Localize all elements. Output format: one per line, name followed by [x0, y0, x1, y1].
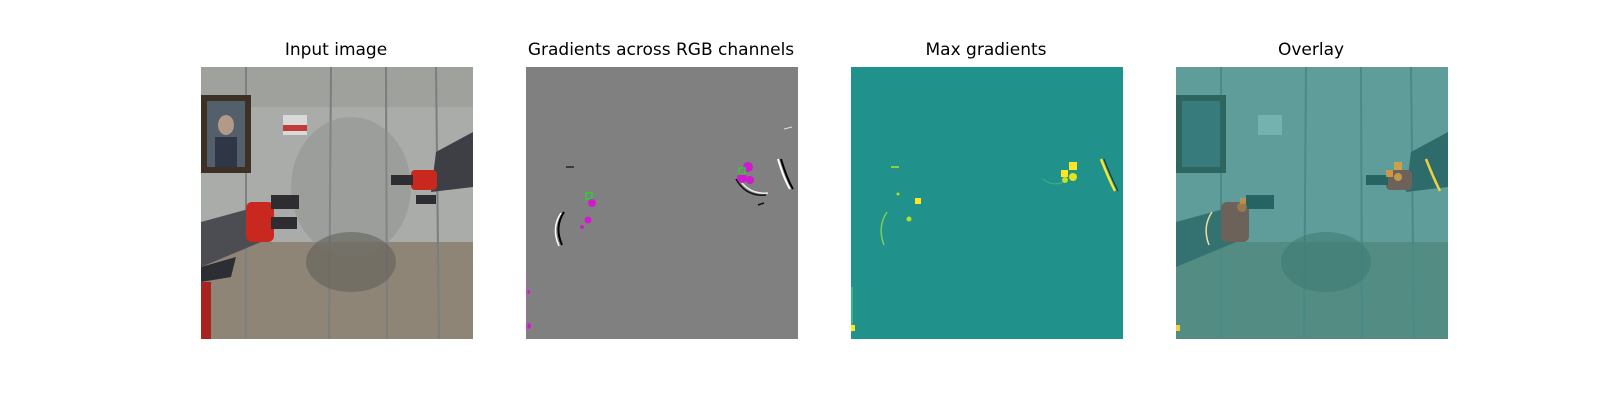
max-gradients-map [851, 67, 1123, 339]
panel-title-max-gradients: Max gradients [925, 40, 1047, 60]
overlay-panel [1176, 67, 1448, 339]
input-image [201, 67, 473, 339]
overlay-image [1176, 67, 1448, 339]
rgb-gradients-map [526, 67, 798, 339]
panel-title-overlay: Overlay [1277, 40, 1345, 60]
max-gradients-panel [851, 67, 1123, 339]
panel-title-input: Input image [284, 40, 388, 60]
rgb-gradients-panel [526, 67, 798, 339]
panel-title-rgb-gradients: Gradients across RGB channels [527, 40, 795, 60]
input-image-panel [201, 67, 473, 339]
